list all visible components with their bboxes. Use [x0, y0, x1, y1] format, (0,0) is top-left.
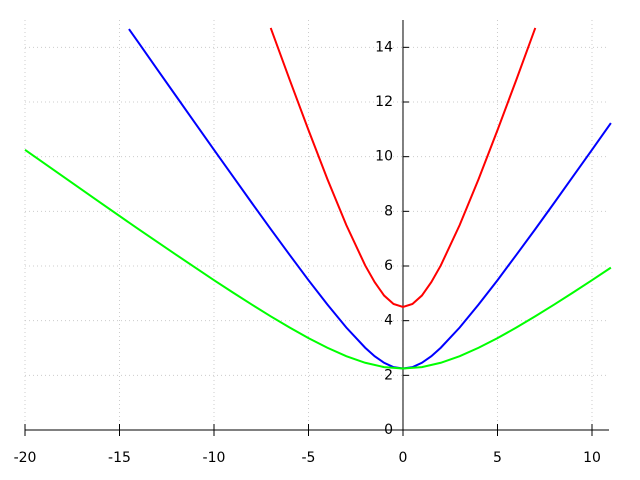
y-tick-label: 14 [375, 39, 393, 55]
y-tick-label: 4 [384, 313, 393, 329]
x-tick-label: -20 [14, 450, 37, 466]
y-tick-label: 10 [375, 149, 393, 165]
line-series [269, 27, 537, 309]
x-tick-label: -5 [302, 450, 316, 466]
y-tick-label: 8 [384, 203, 393, 219]
x-tick-label: -10 [203, 450, 226, 466]
line-series [24, 149, 612, 370]
x-tick-label: 0 [399, 450, 408, 466]
x-tick-label: 10 [583, 450, 601, 466]
x-tick-label: 5 [493, 450, 502, 466]
line-series [128, 28, 612, 370]
x-tick-label: -15 [108, 450, 131, 466]
y-tick-label: 2 [384, 367, 393, 383]
y-tick-label: 12 [375, 94, 393, 110]
y-tick-label: 6 [384, 258, 393, 274]
